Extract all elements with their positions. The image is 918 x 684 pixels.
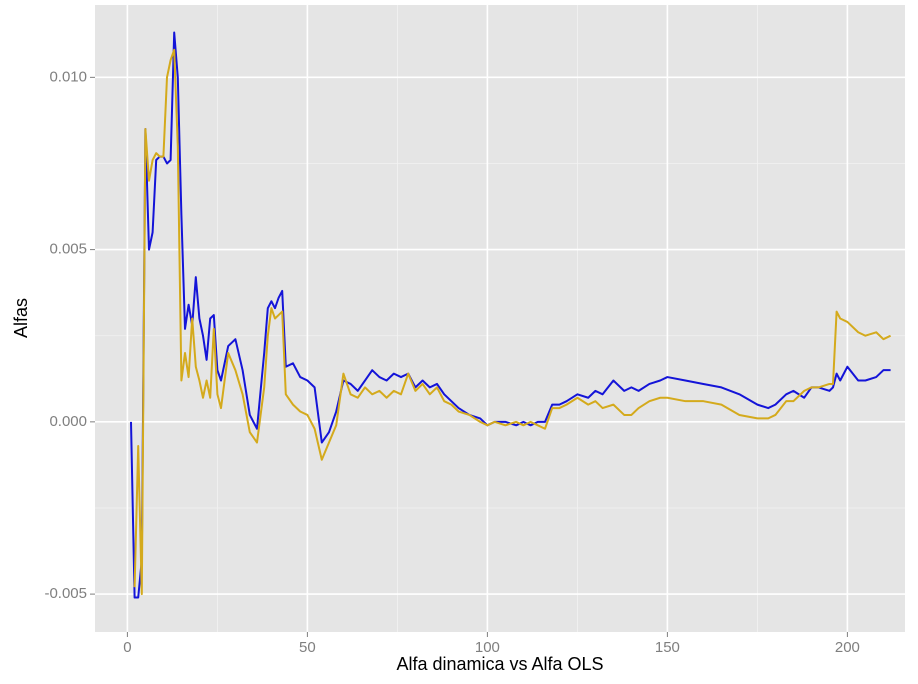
x-tick-label: 200: [835, 639, 860, 656]
series-line: [133, 48, 892, 596]
x-axis-title: Alfa dinamica vs Alfa OLS: [396, 654, 603, 674]
y-tick-label: 0.010: [49, 68, 87, 85]
x-tick-label: 0: [123, 639, 131, 656]
y-tick-label: -0.005: [44, 585, 87, 602]
x-tick-label: 150: [655, 639, 680, 656]
y-tick-label: 0.005: [49, 241, 87, 258]
plot-panel: [95, 5, 905, 632]
x-tick-label: 100: [475, 639, 500, 656]
y-axis-title: Alfas: [11, 298, 31, 338]
series-line: [130, 31, 891, 599]
y-tick-label: 0.000: [49, 413, 87, 430]
x-tick-label: 50: [299, 639, 316, 656]
